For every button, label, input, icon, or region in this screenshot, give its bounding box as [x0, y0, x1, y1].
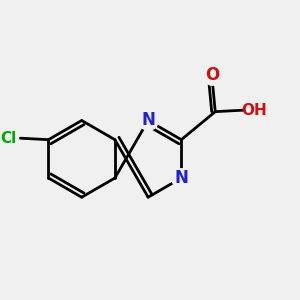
- Text: N: N: [141, 112, 155, 130]
- Text: Cl: Cl: [0, 131, 16, 146]
- Text: OH: OH: [242, 103, 267, 118]
- Text: N: N: [174, 169, 188, 187]
- Text: O: O: [205, 66, 219, 84]
